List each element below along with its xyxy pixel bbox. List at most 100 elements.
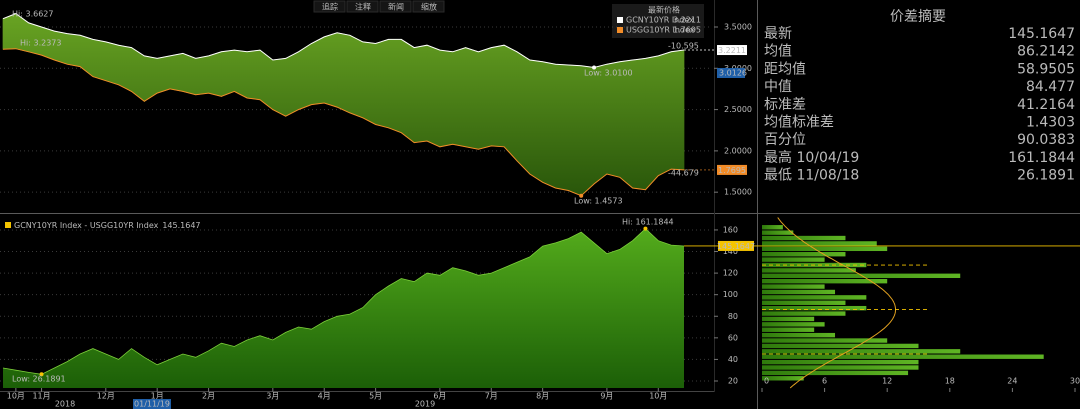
x-tick-label: 10月	[649, 392, 667, 401]
annotation: Hi: 161.1844	[622, 218, 674, 227]
band-fill	[182, 52, 197, 96]
histogram-bar	[762, 332, 836, 338]
x-tick-label: 8月	[536, 392, 549, 401]
band-fill	[362, 41, 376, 126]
histogram-bar	[762, 235, 846, 241]
area-line	[2, 228, 685, 375]
annotation: -44.679	[668, 169, 699, 178]
histogram-bar	[762, 225, 783, 230]
band-fill	[349, 34, 364, 119]
summary-title: 价差摘要	[890, 8, 946, 25]
summary-label: 最高 10/04/19	[764, 149, 859, 166]
last-value-label: 3.2211	[718, 46, 746, 55]
band-fill	[311, 36, 325, 106]
toolbar-label[interactable]: 缩放	[421, 2, 437, 12]
histogram-bar	[762, 305, 867, 311]
band-fill	[542, 61, 556, 189]
histogram-bar	[762, 311, 846, 316]
legend-title: 最新价格	[648, 5, 680, 15]
summary-value: 145.1647	[1008, 26, 1075, 42]
band-fill	[619, 59, 633, 189]
band-fill	[272, 57, 287, 117]
x-tick-label: 5月	[369, 392, 382, 401]
toolbar-label[interactable]: 追踪	[322, 2, 338, 12]
band-fill	[478, 47, 492, 150]
x-tick-label: 9月	[600, 392, 613, 401]
band-fill	[118, 44, 132, 92]
band-fill	[156, 55, 171, 94]
band-fill	[336, 32, 351, 114]
summary-label: 均值标准差	[764, 115, 834, 131]
y-tick-label: 2.5000	[724, 105, 752, 114]
toolbar-label[interactable]: 注释	[355, 2, 371, 12]
band-fill	[580, 65, 595, 197]
histogram-bar	[762, 316, 815, 322]
toolbar-button[interactable]	[412, 0, 445, 13]
last-value-tag	[718, 240, 754, 251]
annotation: Low: 3.0100	[584, 69, 633, 78]
cursor-date: 01/11/19	[134, 400, 170, 409]
band-fill	[555, 63, 569, 191]
y-tick-label: 3.5000	[724, 22, 752, 31]
x-tick-label: 12月	[97, 392, 115, 401]
toolbar-button[interactable]	[346, 0, 379, 13]
band-fill	[670, 49, 685, 171]
year-label: 2019	[415, 400, 435, 409]
histogram-bar	[762, 370, 909, 376]
last-value-tag	[717, 45, 747, 56]
x-tick-label: 4月	[318, 392, 331, 401]
y-tick-label: 160	[723, 225, 738, 234]
toolbar-button[interactable]	[313, 0, 346, 13]
band-fill	[169, 53, 184, 92]
toolbar-button[interactable]	[379, 0, 412, 13]
band-fill	[246, 49, 261, 101]
histogram-bar	[762, 365, 919, 370]
band-fill	[516, 51, 531, 175]
x-tick-label: 0	[764, 377, 769, 386]
band-fill	[593, 63, 608, 185]
band-fill	[2, 13, 17, 50]
year-label: 2018	[55, 400, 75, 409]
x-tick-label: 6	[822, 377, 827, 386]
summary-label: 距均值	[764, 61, 806, 77]
band-fill	[439, 49, 454, 148]
histogram-bar	[762, 354, 1044, 359]
x-tick-label: 12	[882, 377, 892, 386]
summary-value: 90.0383	[1017, 132, 1075, 148]
band-fill	[400, 38, 415, 144]
low-marker	[579, 193, 584, 198]
legend-swatch	[617, 17, 623, 23]
y-tick-label: 120	[723, 269, 738, 278]
y-tick-label: 60	[728, 333, 738, 342]
histogram-bar	[762, 278, 888, 284]
x-tick-label: 1月	[151, 392, 164, 401]
legend-value: 3.2211	[673, 16, 701, 25]
annotation: -10.595	[668, 42, 699, 51]
band-fill	[426, 44, 441, 148]
band-fill	[632, 57, 646, 191]
annotation: Low: 26.1891	[12, 375, 66, 384]
histogram-bar	[762, 359, 919, 365]
band-fill	[606, 61, 621, 178]
histogram-bar	[762, 349, 961, 354]
toolbar-label[interactable]: 新闻	[388, 2, 404, 12]
summary-value: 41.2164	[1017, 97, 1075, 113]
x-tick-label: 7月	[485, 392, 498, 401]
band-fill	[54, 30, 68, 65]
legend-label: GCNY10YR Index	[626, 16, 694, 25]
last-value-label: 145.1647	[717, 242, 755, 251]
x-tick-label: 10月	[7, 392, 25, 401]
annotation: Low: 1.4573	[574, 197, 623, 206]
annotation: Hi: 3.6627	[12, 10, 53, 19]
histogram-bar	[762, 252, 846, 257]
summary-label: 中值	[764, 79, 792, 95]
band-fill	[221, 49, 235, 97]
histogram-bar	[762, 241, 877, 246]
low-marker	[592, 65, 597, 70]
extreme-marker	[39, 372, 44, 377]
cursor-date-tag	[133, 399, 171, 409]
summary-value: 86.2142	[1017, 44, 1075, 60]
summary-value: 26.1891	[1017, 168, 1075, 184]
